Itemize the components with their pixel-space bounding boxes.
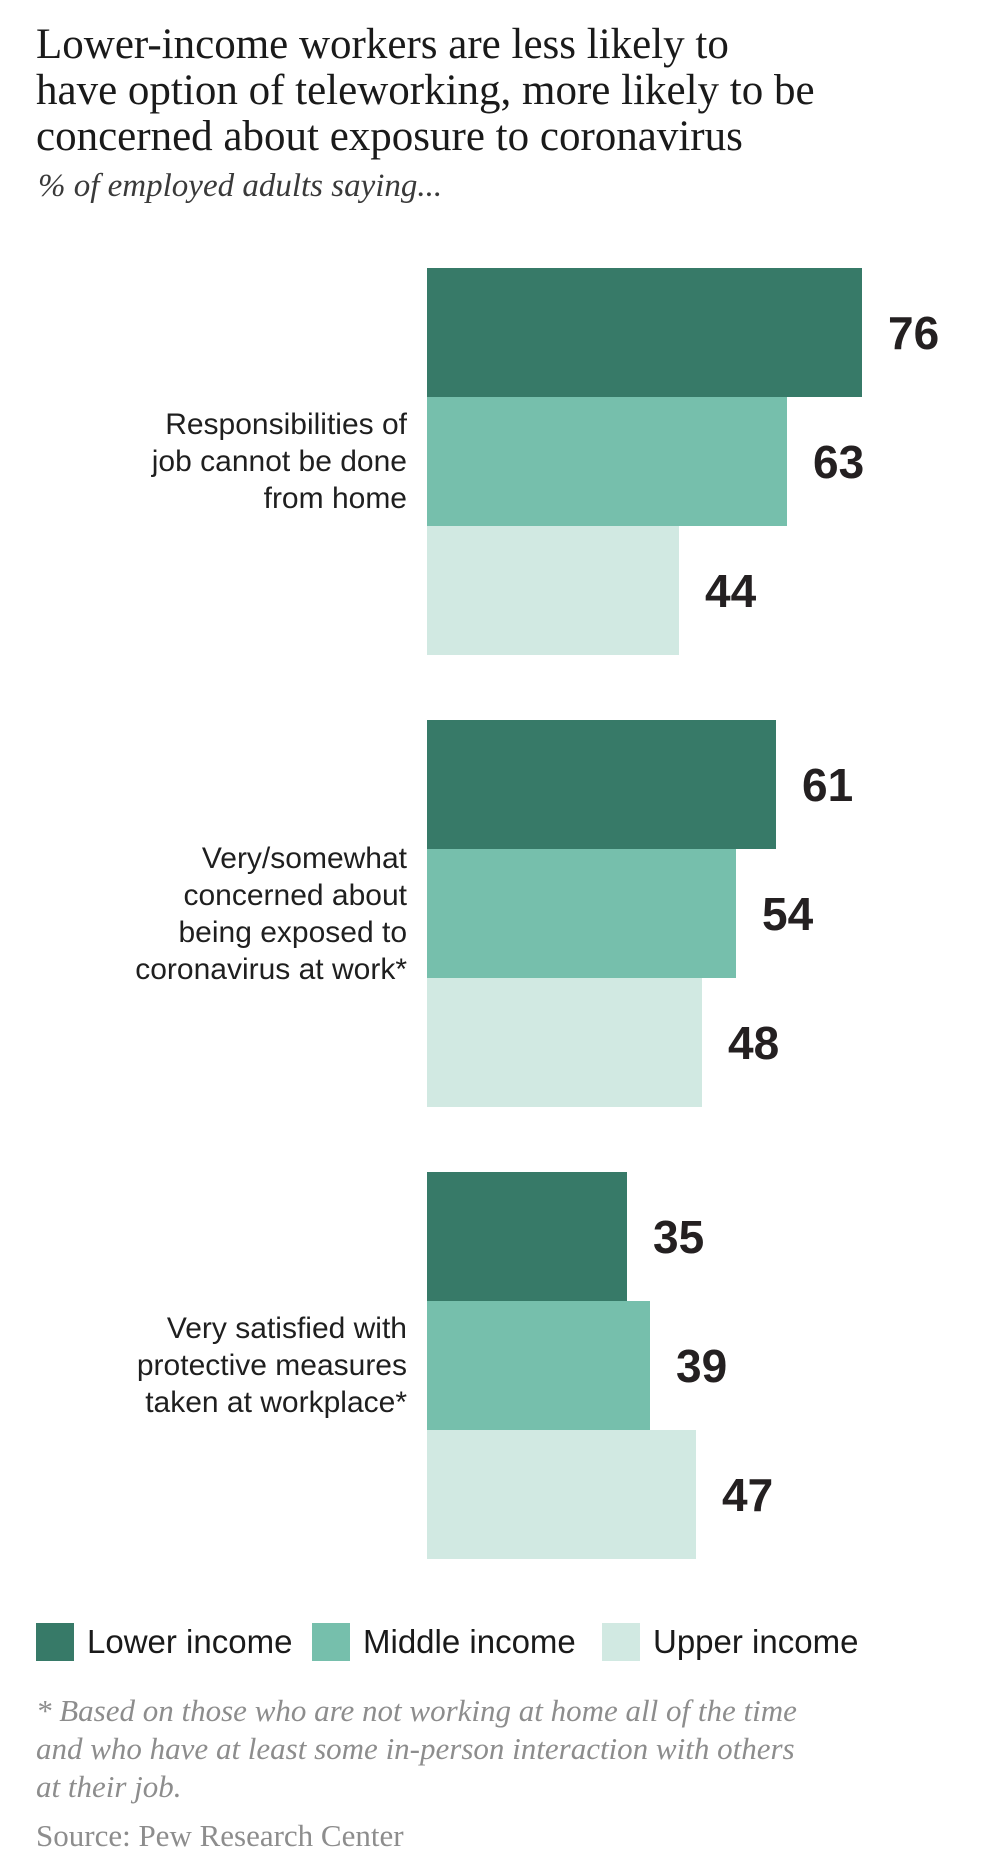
legend-label: Lower income <box>87 1623 293 1660</box>
bar-lower-income <box>427 1172 627 1301</box>
value-label: 61 <box>802 758 854 811</box>
legend-swatch <box>36 1623 74 1661</box>
footnote: * Based on those who are not working at … <box>36 1693 797 1804</box>
value-label: 35 <box>653 1210 705 1263</box>
legend-label: Upper income <box>653 1623 859 1660</box>
category-label: Very satisfied with protective measures … <box>136 1312 407 1419</box>
legend-swatch <box>312 1623 350 1661</box>
value-label: 54 <box>762 887 814 940</box>
legend-swatch <box>602 1623 640 1661</box>
bar-lower-income <box>427 268 862 397</box>
legend: Lower income Middle income Upper income <box>0 1623 990 1663</box>
bar-lower-income <box>427 720 776 849</box>
bar-upper-income <box>427 1430 696 1559</box>
chart-title: Lower-income workers are less likely to … <box>36 21 815 160</box>
bar-middle-income <box>427 1301 650 1430</box>
value-label: 44 <box>705 564 757 617</box>
bar-middle-income <box>427 849 736 978</box>
legend-label: Middle income <box>363 1623 576 1660</box>
bar-middle-income <box>427 397 787 526</box>
category-label: Responsibilities of job cannot be done f… <box>151 408 407 515</box>
bar-upper-income <box>427 526 679 655</box>
value-label: 47 <box>722 1468 774 1521</box>
category-label: Very/somewhat concerned about being expo… <box>135 842 407 986</box>
value-label: 48 <box>728 1016 780 1069</box>
chart-subtitle: % of employed adults saying... <box>38 168 443 204</box>
legend-item-lower-income: Lower income <box>36 1623 292 1661</box>
value-label: 63 <box>813 435 865 488</box>
legend-item-middle-income: Middle income <box>312 1623 576 1661</box>
bar-upper-income <box>427 978 702 1107</box>
value-label: 76 <box>888 306 940 359</box>
source-credit: Source: Pew Research Center <box>36 1818 404 1853</box>
legend-item-upper-income: Upper income <box>602 1623 858 1661</box>
value-label: 39 <box>676 1339 728 1392</box>
